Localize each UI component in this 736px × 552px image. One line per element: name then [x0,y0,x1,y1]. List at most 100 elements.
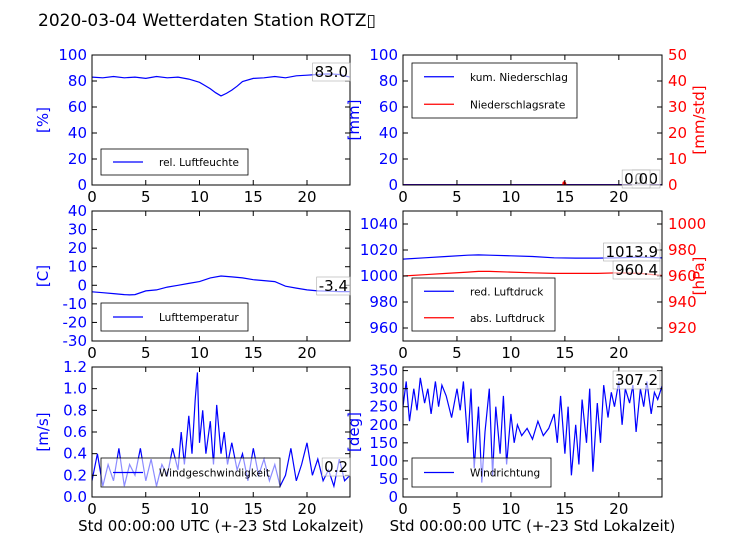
y2-tick-label: 30 [668,98,687,116]
chart-windspeed: 0 5 10 15 20 0.0 0.2 0.4 0.6 0.8 1.0 1.2 [m/s] Std 00… [34,358,364,535]
legend-entry: Windgeschwindigkeit [159,468,270,480]
y-tick-label: 0.2 [63,466,87,484]
y-tick-label: 80 [379,72,398,90]
chart-humidity: 0 5 10 15 20 0 20 40 60 80 100 [%] rel. Luftfeuchte 8… [34,46,351,206]
y-tick-label: 0.8 [63,401,87,419]
y-tick-label: 350 [369,362,398,380]
legend-entry: abs. Luftdruck [470,313,546,325]
current-value-label: 307.2 [615,371,658,389]
x-tick-label: 5 [452,188,462,206]
x-tick-label: 0 [87,500,97,518]
x-tick-label: 20 [297,500,316,518]
y2-tick-label: 940 [668,293,697,311]
y2-axis-label: [mm/std] [690,85,708,154]
y-tick-label: 250 [369,398,398,416]
y-tick-label: 0 [77,276,87,294]
y-axis-label: [m/s] [34,412,52,451]
x-tick-label: 0 [398,188,408,206]
y2-tick-label: 10 [668,150,687,168]
legend-entry: Windrichtung [470,468,540,480]
y-tick-label: 100 [369,452,398,470]
figure-title-text: 2020-03-04 Wetterdaten Station ROTZ [38,11,367,31]
x-axis-label: Std 00:00:00 UTC (+-23 Std Lokalzeit) [390,517,676,535]
chart-pressure: 0 5 10 15 20 960 980 1000 1020 1040 920 940 960 980 10… [360,210,708,362]
y-axis-label: [mm] [345,100,363,141]
y-tick-label: 20 [379,150,398,168]
series-line-winddir-0 [403,377,662,483]
y2-tick-label: 1000 [668,215,706,233]
legend-windspeed: Windgeschwindigkeit [100,457,281,488]
x-tick-label: 0 [398,500,408,518]
y-tick-label: 40 [68,124,87,142]
y-tick-label: 60 [379,98,398,116]
y-tick-label: 960 [369,319,398,337]
current-value-label: 960.4 [615,261,658,279]
y-tick-label: -10 [63,295,88,313]
y2-tick-label: 0 [668,176,678,194]
y-tick-label: 100 [58,46,87,64]
current-value-label: 1013.9 [606,243,659,261]
x-tick-label: 5 [141,188,151,206]
y-tick-label: 0 [388,176,398,194]
y-tick-label: 1.0 [63,380,87,398]
y-tick-label: 20 [68,239,87,257]
x-tick-label: 10 [190,188,209,206]
y2-tick-label: 20 [668,124,687,142]
x-tick-label: 10 [190,500,209,518]
y-tick-label: 40 [68,202,87,220]
title-missing-glyph: ▯ [367,11,376,31]
y-tick-label: 200 [369,416,398,434]
plot-frame [402,54,663,186]
legend-entry: Lufttemperatur [159,312,239,324]
y-tick-label: 980 [369,293,398,311]
y2-tick-label: 920 [668,319,697,337]
chart-temperature: 0 5 10 15 20-30-20-10010203040[C]Lufttempera… [34,202,351,362]
y-tick-label: 1.2 [63,358,87,376]
x-tick-label: 20 [609,344,628,362]
y-tick-label: 40 [379,124,398,142]
y-tick-label: 0 [77,176,87,194]
x-tick-label: 10 [501,500,520,518]
y-tick-label: 50 [379,470,398,488]
x-tick-label: 0 [398,344,408,362]
current-value-box [316,276,351,296]
y-axis-label: [%] [34,107,52,133]
y2-tick-label: 50 [668,46,687,64]
x-tick-label: 15 [244,344,263,362]
x-tick-label: 5 [141,500,151,518]
y-tick-label: 30 [68,221,87,239]
y-tick-label: 0.0 [63,488,87,506]
current-value-label: 83.0 [315,63,348,81]
x-axis-label: Std 00:00:00 UTC (+-23 Std Lokalzeit) [78,517,364,535]
x-tick-label: 10 [501,188,520,206]
x-tick-label: 15 [244,188,263,206]
y-tick-label: 20 [68,150,87,168]
x-tick-label: 15 [555,188,574,206]
current-value-box [612,370,661,390]
current-value-box [312,62,351,82]
x-tick-label: 15 [555,344,574,362]
x-tick-label: 20 [297,188,316,206]
legend-box [411,277,556,332]
y-tick-label: 80 [68,72,87,90]
y-tick-label: -20 [63,313,88,331]
legend-winddir: Windrichtung [411,457,552,488]
y-axis-label: [deg] [345,412,363,452]
y-axis-label: [C] [34,265,52,287]
legend-precip: kum. Niederschlag Niederschlagsrate [411,62,578,119]
x-tick-label: 5 [452,500,462,518]
y-tick-label: 1020 [360,241,398,259]
series-line-humidity-0 [92,73,350,97]
legend-entry: kum. Niederschlag [470,72,568,84]
y2-tick-label: 40 [668,72,687,90]
y-tick-label: -30 [63,332,88,350]
current-value-label: -3.4 [319,277,348,295]
legend-entry: red. Luftdruck [470,286,544,298]
legend-entry: Niederschlagsrate [470,99,565,111]
plot-frame [91,210,351,342]
x-tick-label: 0 [87,188,97,206]
x-tick-label: 20 [609,188,628,206]
x-tick-label: 0 [87,344,97,362]
x-tick-label: 15 [555,500,574,518]
